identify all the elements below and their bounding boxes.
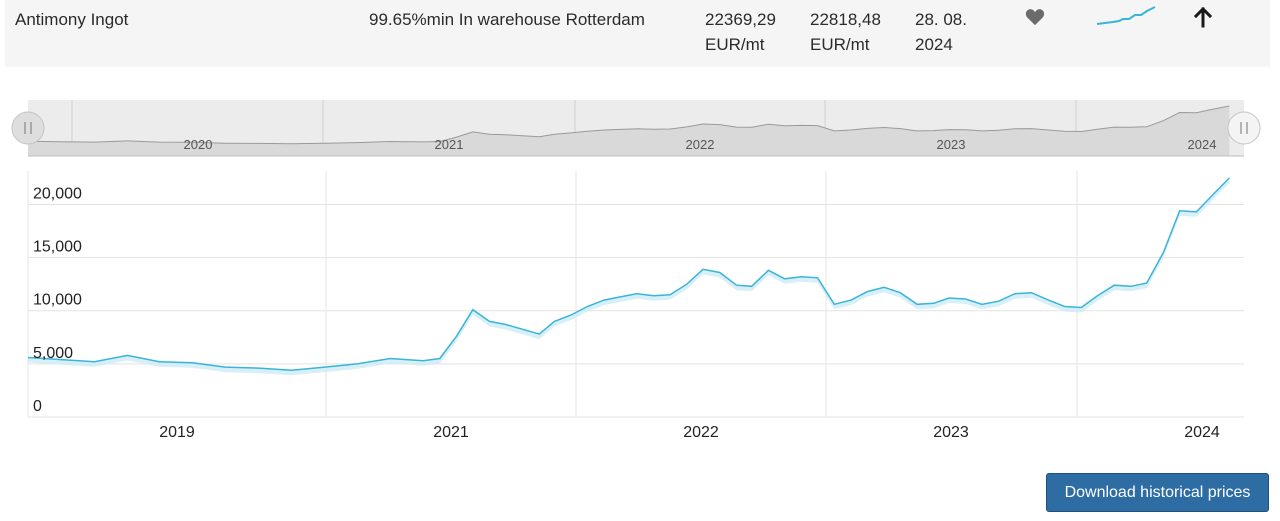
product-row: Antimony Ingot 99.65%min In warehouse Ro…: [5, 0, 1270, 67]
y-tick-label: 20,000: [33, 185, 82, 202]
price-low-unit: EUR/mt: [705, 35, 765, 54]
x-axis-labels: 2019 2021 2022 2023 2024: [159, 424, 1220, 441]
price-high: 22818,48 EUR/mt: [810, 7, 881, 57]
horizontal-grid: [28, 203, 1244, 418]
navigator-label-2024: 2024: [1188, 137, 1217, 152]
navigator-handle-right[interactable]: [1227, 111, 1261, 145]
x-tick-label: 2021: [433, 424, 469, 441]
price-date-line2: 2024: [915, 35, 953, 54]
x-tick-label: 2022: [683, 424, 719, 441]
price-high-value: 22818,48: [810, 10, 881, 29]
y-tick-label: 10,000: [33, 292, 82, 309]
price-date-line1: 28. 08.: [915, 10, 967, 29]
y-tick-label: 5,000: [33, 345, 73, 362]
navigator-label-2022: 2022: [686, 137, 715, 152]
price-high-unit: EUR/mt: [810, 35, 870, 54]
x-tick-label: 2019: [159, 424, 195, 441]
vertical-grid: [27, 171, 1078, 417]
navigator-label-2020: 2020: [184, 137, 213, 152]
price-date: 28. 08. 2024: [915, 7, 967, 57]
price-series-line: [27, 177, 1230, 371]
x-tick-label: 2024: [1184, 424, 1220, 441]
navigator-series-line: [27, 105, 1230, 145]
download-historical-prices-button[interactable]: Download historical prices: [1046, 473, 1269, 512]
price-low-value: 22369,29: [705, 10, 776, 29]
arrow-up-icon: [1193, 6, 1213, 28]
product-name: Antimony Ingot: [15, 10, 129, 29]
navigator-label-2021: 2021: [435, 137, 464, 152]
chart-navigator[interactable]: 2020 2021 2022 2023 2024: [0, 95, 1280, 165]
x-tick-label: 2023: [933, 424, 969, 441]
sparkline-icon[interactable]: [1095, 4, 1157, 28]
navigator-label-2023: 2023: [937, 137, 966, 152]
y-axis-labels: 0 5,000 10,000 15,000 20,000: [33, 185, 82, 415]
navigator-handle-left[interactable]: [11, 111, 45, 145]
price-low: 22369,29 EUR/mt: [705, 7, 776, 57]
y-tick-label: 0: [33, 398, 42, 415]
product-spec: 99.65%min In warehouse Rotterdam: [369, 10, 645, 29]
price-series-area: [28, 177, 1230, 376]
heart-icon[interactable]: [1025, 8, 1045, 26]
price-chart[interactable]: 0 5,000 10,000 15,000 20,000 2019 2021 2022 202…: [0, 165, 1280, 450]
y-tick-label: 15,000: [33, 239, 82, 256]
